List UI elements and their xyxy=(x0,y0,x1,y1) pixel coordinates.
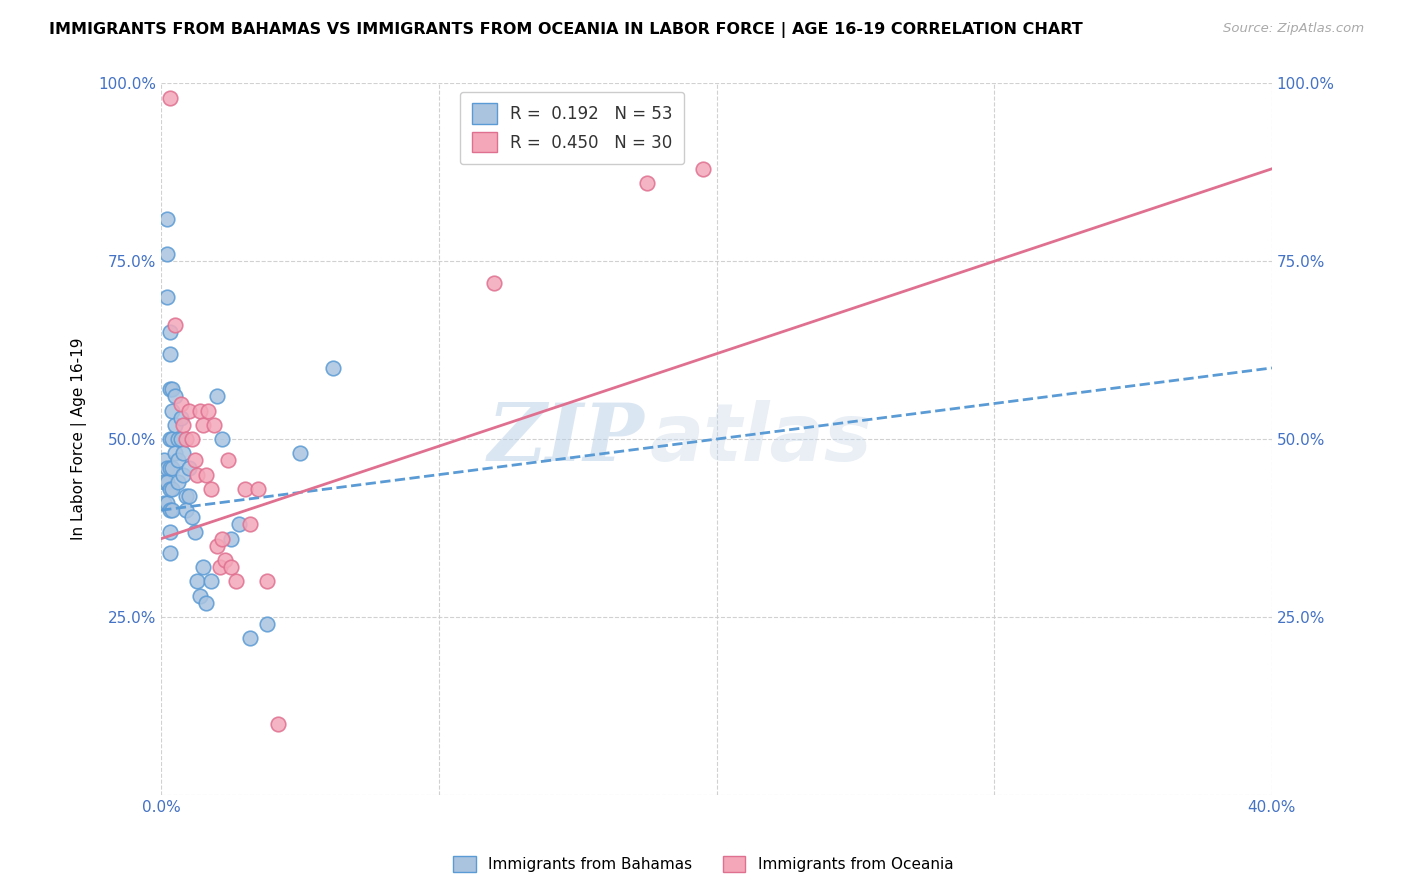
Point xyxy=(165,318,187,333)
Point xyxy=(169,396,191,410)
Point xyxy=(159,382,181,396)
Legend: Immigrants from Bahamas, Immigrants from Oceania: Immigrants from Bahamas, Immigrants from… xyxy=(446,848,960,880)
Point xyxy=(194,596,217,610)
Legend: R =  0.192   N = 53, R =  0.450   N = 30: R = 0.192 N = 53, R = 0.450 N = 30 xyxy=(460,92,685,164)
Point xyxy=(692,161,714,176)
Point xyxy=(267,716,290,731)
Point xyxy=(159,482,181,496)
Point xyxy=(156,496,179,510)
Point xyxy=(167,475,190,489)
Point xyxy=(156,290,179,304)
Point xyxy=(205,389,228,403)
Point xyxy=(172,467,194,482)
Point xyxy=(159,326,181,340)
Point xyxy=(208,560,231,574)
Point xyxy=(191,417,214,432)
Point xyxy=(167,453,190,467)
Point xyxy=(162,482,184,496)
Point xyxy=(288,446,311,460)
Point xyxy=(219,560,242,574)
Point xyxy=(159,90,181,104)
Point xyxy=(200,574,222,589)
Point xyxy=(183,524,205,539)
Point xyxy=(202,417,225,432)
Point xyxy=(159,503,181,517)
Point xyxy=(162,432,184,446)
Point xyxy=(169,432,191,446)
Point xyxy=(159,347,181,361)
Point xyxy=(156,475,179,489)
Point xyxy=(162,460,184,475)
Point xyxy=(156,247,179,261)
Text: IMMIGRANTS FROM BAHAMAS VS IMMIGRANTS FROM OCEANIA IN LABOR FORCE | AGE 16-19 CO: IMMIGRANTS FROM BAHAMAS VS IMMIGRANTS FR… xyxy=(49,22,1083,38)
Point xyxy=(200,482,222,496)
Point xyxy=(211,432,233,446)
Point xyxy=(188,403,211,417)
Point xyxy=(169,410,191,425)
Point xyxy=(322,360,344,375)
Point xyxy=(194,467,217,482)
Text: atlas: atlas xyxy=(650,401,873,478)
Point xyxy=(156,460,179,475)
Point xyxy=(172,417,194,432)
Point xyxy=(153,475,176,489)
Point xyxy=(162,403,184,417)
Point xyxy=(165,417,187,432)
Point xyxy=(165,389,187,403)
Point xyxy=(159,546,181,560)
Point xyxy=(159,524,181,539)
Point xyxy=(177,460,200,475)
Point xyxy=(153,496,176,510)
Point xyxy=(162,382,184,396)
Point xyxy=(211,532,233,546)
Y-axis label: In Labor Force | Age 16-19: In Labor Force | Age 16-19 xyxy=(72,338,87,541)
Point xyxy=(197,403,219,417)
Point xyxy=(180,510,202,524)
Point xyxy=(174,503,197,517)
Point xyxy=(205,539,228,553)
Text: ZIP: ZIP xyxy=(488,401,644,478)
Point xyxy=(256,617,278,632)
Point xyxy=(153,453,176,467)
Point xyxy=(484,276,506,290)
Point xyxy=(177,489,200,503)
Point xyxy=(159,432,181,446)
Point xyxy=(186,467,208,482)
Point xyxy=(172,446,194,460)
Point xyxy=(177,403,200,417)
Point xyxy=(214,553,236,567)
Point xyxy=(228,517,250,532)
Point xyxy=(239,517,262,532)
Point xyxy=(180,432,202,446)
Point xyxy=(167,432,190,446)
Point xyxy=(636,176,658,190)
Point xyxy=(186,574,208,589)
Point xyxy=(233,482,256,496)
Point xyxy=(191,560,214,574)
Point xyxy=(183,453,205,467)
Point xyxy=(217,453,239,467)
Point xyxy=(219,532,242,546)
Point xyxy=(162,503,184,517)
Point xyxy=(174,432,197,446)
Point xyxy=(165,446,187,460)
Point xyxy=(239,631,262,645)
Text: Source: ZipAtlas.com: Source: ZipAtlas.com xyxy=(1223,22,1364,36)
Point xyxy=(256,574,278,589)
Point xyxy=(188,589,211,603)
Point xyxy=(225,574,247,589)
Point xyxy=(174,489,197,503)
Point xyxy=(247,482,270,496)
Point xyxy=(159,460,181,475)
Point xyxy=(156,211,179,226)
